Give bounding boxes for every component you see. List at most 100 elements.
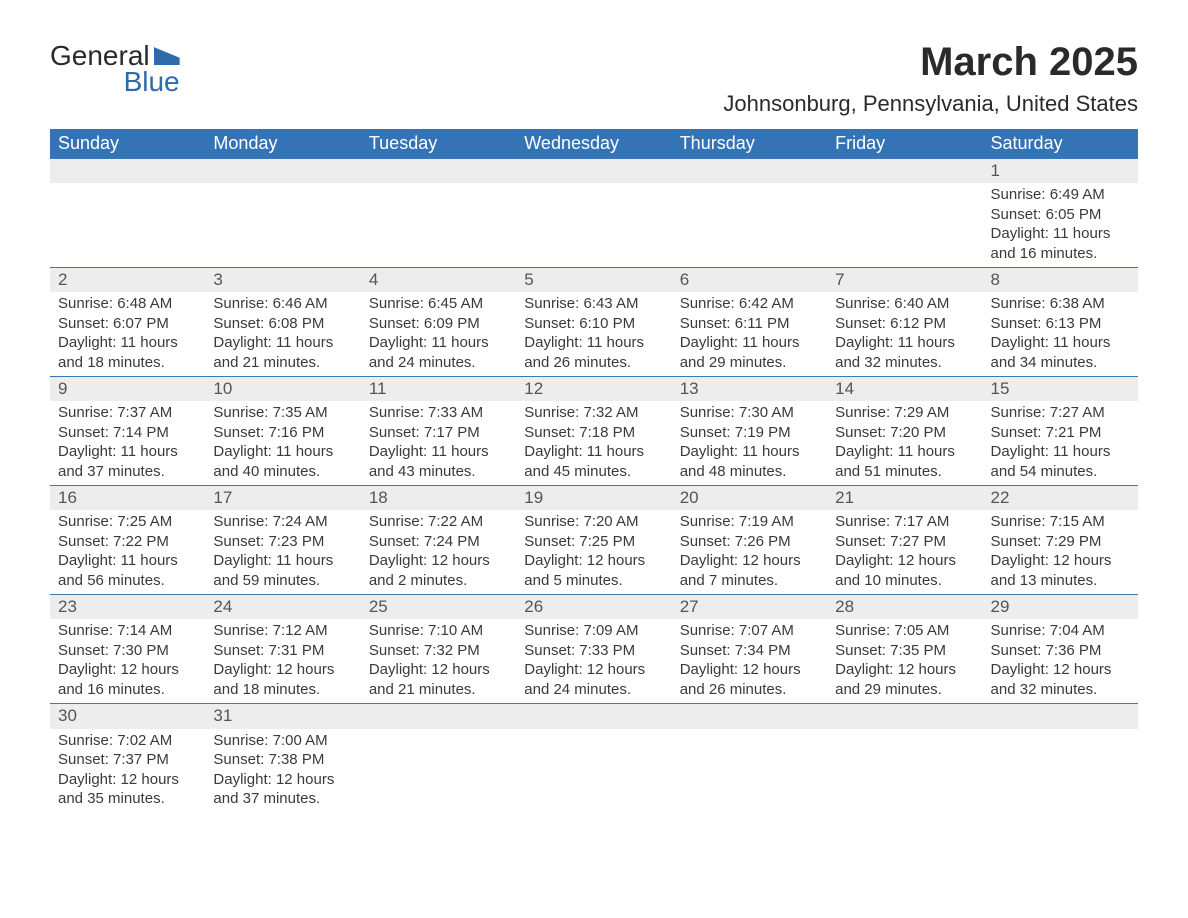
sunrise-line: Sunrise: 7:27 AM bbox=[991, 403, 1130, 423]
sunrise-line: Sunrise: 7:17 AM bbox=[835, 512, 974, 532]
daylight-line: Daylight: 12 hours and 24 minutes. bbox=[524, 660, 663, 699]
day-details: Sunrise: 7:22 AMSunset: 7:24 PMDaylight:… bbox=[361, 510, 516, 595]
day-number: 7 bbox=[827, 268, 982, 293]
daylight-line: Daylight: 11 hours and 21 minutes. bbox=[213, 333, 352, 372]
day-number-row: 2345678 bbox=[50, 268, 1138, 293]
empty-cell bbox=[672, 729, 827, 813]
day-details: Sunrise: 7:02 AMSunset: 7:37 PMDaylight:… bbox=[50, 729, 205, 813]
empty-cell bbox=[827, 729, 982, 813]
sunrise-line: Sunrise: 7:14 AM bbox=[58, 621, 197, 641]
empty-cell bbox=[361, 183, 516, 268]
empty-cell bbox=[516, 183, 671, 268]
empty-cell bbox=[516, 729, 671, 813]
daylight-line: Daylight: 11 hours and 45 minutes. bbox=[524, 442, 663, 481]
sunrise-line: Sunrise: 6:48 AM bbox=[58, 294, 197, 314]
sunset-line: Sunset: 6:11 PM bbox=[680, 314, 819, 334]
daylight-line: Daylight: 12 hours and 26 minutes. bbox=[680, 660, 819, 699]
daylight-line: Daylight: 12 hours and 13 minutes. bbox=[991, 551, 1130, 590]
daylight-line: Daylight: 12 hours and 21 minutes. bbox=[369, 660, 508, 699]
daylight-line: Daylight: 11 hours and 37 minutes. bbox=[58, 442, 197, 481]
daylight-line: Daylight: 11 hours and 43 minutes. bbox=[369, 442, 508, 481]
daylight-line: Daylight: 12 hours and 16 minutes. bbox=[58, 660, 197, 699]
daylight-line: Daylight: 11 hours and 48 minutes. bbox=[680, 442, 819, 481]
day-details: Sunrise: 7:37 AMSunset: 7:14 PMDaylight:… bbox=[50, 401, 205, 486]
day-details: Sunrise: 7:30 AMSunset: 7:19 PMDaylight:… bbox=[672, 401, 827, 486]
day-details: Sunrise: 7:25 AMSunset: 7:22 PMDaylight:… bbox=[50, 510, 205, 595]
day-number: 28 bbox=[827, 595, 982, 620]
day-detail-row: Sunrise: 6:48 AMSunset: 6:07 PMDaylight:… bbox=[50, 292, 1138, 377]
sunrise-line: Sunrise: 7:24 AM bbox=[213, 512, 352, 532]
day-number-row: 3031 bbox=[50, 704, 1138, 729]
sunrise-line: Sunrise: 7:12 AM bbox=[213, 621, 352, 641]
title-block: March 2025 Johnsonburg, Pennsylvania, Un… bbox=[723, 40, 1138, 117]
weekday-header: Sunday bbox=[50, 129, 205, 159]
sunset-line: Sunset: 7:32 PM bbox=[369, 641, 508, 661]
day-details: Sunrise: 7:10 AMSunset: 7:32 PMDaylight:… bbox=[361, 619, 516, 704]
daylight-line: Daylight: 12 hours and 2 minutes. bbox=[369, 551, 508, 590]
day-details: Sunrise: 7:15 AMSunset: 7:29 PMDaylight:… bbox=[983, 510, 1138, 595]
day-details: Sunrise: 7:00 AMSunset: 7:38 PMDaylight:… bbox=[205, 729, 360, 813]
sunrise-line: Sunrise: 6:43 AM bbox=[524, 294, 663, 314]
sunset-line: Sunset: 6:12 PM bbox=[835, 314, 974, 334]
daylight-line: Daylight: 12 hours and 37 minutes. bbox=[213, 770, 352, 809]
sunset-line: Sunset: 7:20 PM bbox=[835, 423, 974, 443]
sunrise-line: Sunrise: 7:37 AM bbox=[58, 403, 197, 423]
day-details: Sunrise: 7:24 AMSunset: 7:23 PMDaylight:… bbox=[205, 510, 360, 595]
sunrise-line: Sunrise: 7:05 AM bbox=[835, 621, 974, 641]
daylight-line: Daylight: 11 hours and 59 minutes. bbox=[213, 551, 352, 590]
empty-cell bbox=[983, 704, 1138, 729]
day-details: Sunrise: 7:32 AMSunset: 7:18 PMDaylight:… bbox=[516, 401, 671, 486]
sunset-line: Sunset: 7:27 PM bbox=[835, 532, 974, 552]
sunset-line: Sunset: 7:35 PM bbox=[835, 641, 974, 661]
header: General Blue March 2025 Johnsonburg, Pen… bbox=[50, 40, 1138, 117]
logo-text-bottom: Blue bbox=[120, 66, 180, 98]
day-details: Sunrise: 7:29 AMSunset: 7:20 PMDaylight:… bbox=[827, 401, 982, 486]
daylight-line: Daylight: 11 hours and 51 minutes. bbox=[835, 442, 974, 481]
day-number: 4 bbox=[361, 268, 516, 293]
day-number: 12 bbox=[516, 377, 671, 402]
day-number: 10 bbox=[205, 377, 360, 402]
daylight-line: Daylight: 11 hours and 40 minutes. bbox=[213, 442, 352, 481]
day-number: 20 bbox=[672, 486, 827, 511]
sunrise-line: Sunrise: 6:38 AM bbox=[991, 294, 1130, 314]
sunset-line: Sunset: 7:18 PM bbox=[524, 423, 663, 443]
daylight-line: Daylight: 11 hours and 18 minutes. bbox=[58, 333, 197, 372]
day-number-row: 1 bbox=[50, 159, 1138, 184]
sunrise-line: Sunrise: 7:04 AM bbox=[991, 621, 1130, 641]
sunset-line: Sunset: 7:29 PM bbox=[991, 532, 1130, 552]
day-details: Sunrise: 6:45 AMSunset: 6:09 PMDaylight:… bbox=[361, 292, 516, 377]
day-details: Sunrise: 6:40 AMSunset: 6:12 PMDaylight:… bbox=[827, 292, 982, 377]
sunset-line: Sunset: 7:34 PM bbox=[680, 641, 819, 661]
sunrise-line: Sunrise: 7:33 AM bbox=[369, 403, 508, 423]
day-number: 15 bbox=[983, 377, 1138, 402]
day-number: 21 bbox=[827, 486, 982, 511]
day-number: 18 bbox=[361, 486, 516, 511]
logo: General Blue bbox=[50, 40, 180, 98]
sunset-line: Sunset: 7:33 PM bbox=[524, 641, 663, 661]
day-details: Sunrise: 6:46 AMSunset: 6:08 PMDaylight:… bbox=[205, 292, 360, 377]
sunrise-line: Sunrise: 7:22 AM bbox=[369, 512, 508, 532]
sunset-line: Sunset: 7:38 PM bbox=[213, 750, 352, 770]
day-details: Sunrise: 7:05 AMSunset: 7:35 PMDaylight:… bbox=[827, 619, 982, 704]
empty-cell bbox=[827, 183, 982, 268]
sunset-line: Sunset: 6:13 PM bbox=[991, 314, 1130, 334]
sunrise-line: Sunrise: 7:10 AM bbox=[369, 621, 508, 641]
day-details: Sunrise: 7:09 AMSunset: 7:33 PMDaylight:… bbox=[516, 619, 671, 704]
day-number: 25 bbox=[361, 595, 516, 620]
day-number: 5 bbox=[516, 268, 671, 293]
day-details: Sunrise: 7:27 AMSunset: 7:21 PMDaylight:… bbox=[983, 401, 1138, 486]
day-number: 9 bbox=[50, 377, 205, 402]
sunset-line: Sunset: 6:09 PM bbox=[369, 314, 508, 334]
day-number: 16 bbox=[50, 486, 205, 511]
empty-cell bbox=[672, 704, 827, 729]
daylight-line: Daylight: 11 hours and 26 minutes. bbox=[524, 333, 663, 372]
day-number: 8 bbox=[983, 268, 1138, 293]
sunset-line: Sunset: 7:14 PM bbox=[58, 423, 197, 443]
weekday-header: Tuesday bbox=[361, 129, 516, 159]
sunset-line: Sunset: 6:05 PM bbox=[991, 205, 1130, 225]
empty-cell bbox=[672, 159, 827, 184]
day-number: 26 bbox=[516, 595, 671, 620]
sunset-line: Sunset: 6:08 PM bbox=[213, 314, 352, 334]
day-number: 1 bbox=[983, 159, 1138, 184]
empty-cell bbox=[205, 183, 360, 268]
